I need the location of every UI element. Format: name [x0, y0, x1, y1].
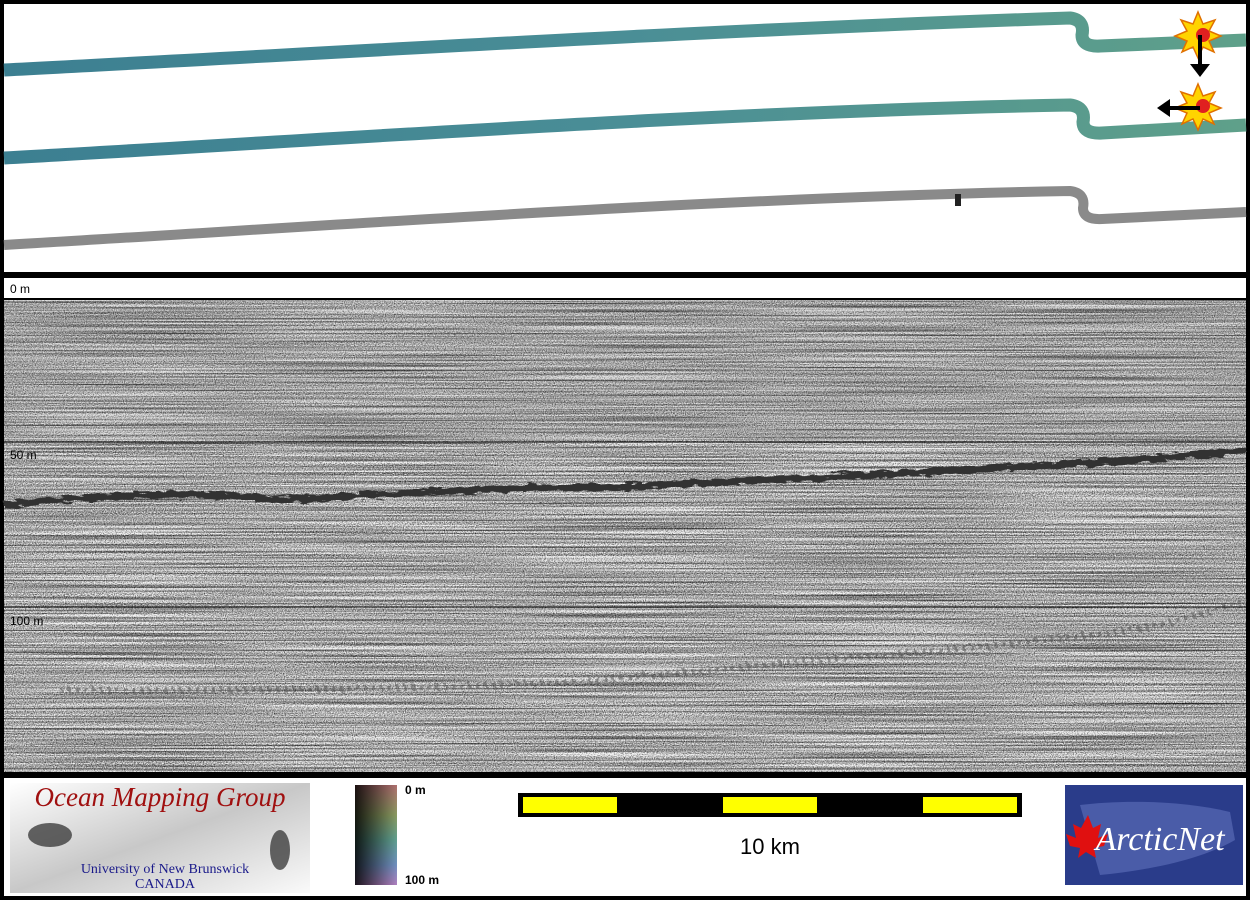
logo-shape	[28, 823, 72, 847]
seafloor-return	[3, 446, 1247, 509]
scale-label: 10 km	[740, 834, 800, 859]
depth-header	[4, 278, 1246, 298]
colorbar-shade	[355, 785, 397, 885]
swath-line	[3, 98, 1247, 165]
logo-subtitle: University of New Brunswick	[81, 862, 249, 877]
depth-label: 100 m	[10, 614, 43, 628]
logo-title: Ocean Mapping Group	[35, 782, 286, 812]
depth-label: 0 m	[10, 282, 30, 296]
scale-bar	[518, 793, 1022, 817]
arcticnet-logo: ArcticNet	[1065, 785, 1243, 885]
omg-logo: Ocean Mapping Group University of New Br…	[10, 782, 310, 893]
water-column	[4, 300, 1246, 440]
depth-label: 50 m	[10, 448, 37, 462]
plan-view-panel	[4, 4, 1246, 272]
logo-text: ArcticNet	[1093, 821, 1226, 858]
swath-line	[3, 185, 1247, 250]
ship-marker	[1157, 82, 1223, 132]
echogram-noise	[4, 300, 1246, 772]
logo-shape	[270, 830, 290, 870]
swath-artifact	[955, 194, 961, 206]
colorbar-label: 0 m	[405, 783, 426, 797]
scale-bar-segment	[723, 797, 817, 813]
scale-bar-segment	[523, 797, 617, 813]
colorbar-label: 100 m	[405, 873, 439, 887]
ship-marker	[1173, 10, 1223, 77]
swath-line	[3, 11, 1247, 77]
maple-leaf	[1066, 815, 1108, 858]
logo-map	[1080, 801, 1235, 875]
scale-bar-segment	[923, 797, 1017, 813]
logo-country: CANADA	[135, 877, 196, 892]
